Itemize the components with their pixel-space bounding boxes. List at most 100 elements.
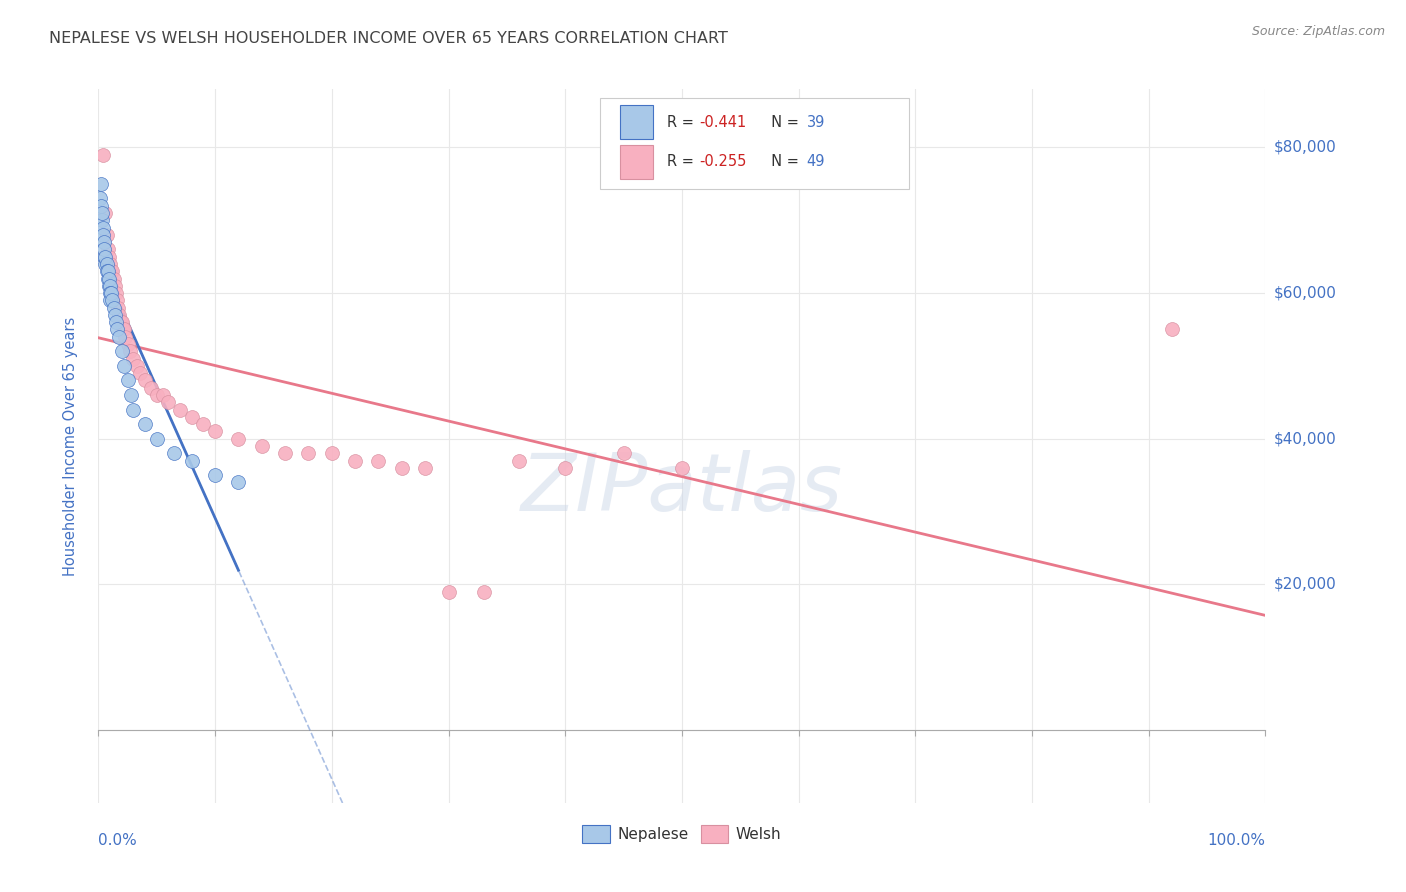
Point [96,257,118,271]
Point [367,453,389,467]
Point [204,425,226,439]
Point [94,250,117,264]
Point [157,395,180,409]
Point [554,460,576,475]
Point [146,432,169,446]
Point [180,409,202,424]
Point [103,271,125,285]
Point [97,271,120,285]
Text: R =: R = [666,154,699,169]
Point [111,344,134,359]
Point [98,278,121,293]
Point [107,301,129,315]
Point [103,301,125,315]
Point [204,468,226,483]
Point [169,402,191,417]
Point [193,417,215,432]
Text: 39: 39 [807,114,825,129]
Point [93,243,115,257]
Point [105,293,128,308]
Point [104,308,127,322]
Point [90,206,112,220]
Point [391,460,413,475]
Point [117,374,139,388]
Point [104,315,127,329]
Text: -0.441: -0.441 [699,114,747,129]
Point [671,460,693,475]
Text: N =: N = [762,154,804,169]
Point [94,257,117,271]
Point [508,453,530,467]
Point [437,584,460,599]
Point [91,147,114,161]
Point [146,388,169,402]
Point [90,199,112,213]
Point [89,191,111,205]
Point [100,264,122,278]
Point [344,453,367,467]
Point [108,330,131,344]
Point [180,453,202,467]
Point [112,359,135,373]
Point [93,250,115,264]
Text: $20,000: $20,000 [1274,577,1337,592]
Text: $40,000: $40,000 [1274,431,1337,446]
Point [139,381,162,395]
Point [90,213,112,227]
Point [105,322,128,336]
Point [134,417,156,432]
Bar [620,145,652,178]
Point [96,227,118,242]
Point [93,235,115,249]
Point [129,366,152,380]
Point [110,315,132,329]
Point [125,359,148,373]
Point [111,322,134,336]
Point [97,243,120,257]
Point [104,286,127,301]
Bar [620,105,652,139]
Point [100,286,122,301]
Point [101,293,124,308]
Point [228,432,250,446]
Point [90,177,112,191]
Text: NEPALESE VS WELSH HOUSEHOLDER INCOME OVER 65 YEARS CORRELATION CHART: NEPALESE VS WELSH HOUSEHOLDER INCOME OVE… [49,31,728,46]
Point [111,315,134,329]
Point [117,337,139,351]
Point [321,446,343,460]
Point [104,278,127,293]
Point [122,351,145,366]
Text: $60,000: $60,000 [1274,285,1337,301]
Point [413,460,436,475]
Text: ZIPatlas: ZIPatlas [520,450,844,528]
Point [152,388,174,402]
Text: 100.0%: 100.0% [1208,833,1265,848]
Text: N =: N = [762,114,804,129]
Point [250,439,273,453]
Point [91,220,114,235]
Text: 0.0%: 0.0% [98,833,138,848]
Point [120,388,142,402]
Point [134,374,156,388]
Point [118,344,141,359]
Text: Source: ZipAtlas.com: Source: ZipAtlas.com [1251,25,1385,38]
Point [98,293,121,308]
Point [98,286,121,301]
Legend: Nepalese, Welsh: Nepalese, Welsh [576,819,787,848]
Point [1161,322,1184,336]
Point [163,446,186,460]
Point [98,257,121,271]
Point [122,402,145,417]
Point [112,322,135,336]
Point [97,250,120,264]
Point [297,446,319,460]
Point [101,264,124,278]
Point [97,278,120,293]
Point [274,446,297,460]
Point [114,330,136,344]
Point [97,264,120,278]
Point [96,264,118,278]
Text: $80,000: $80,000 [1274,140,1337,155]
Point [613,446,636,460]
FancyBboxPatch shape [600,98,910,189]
